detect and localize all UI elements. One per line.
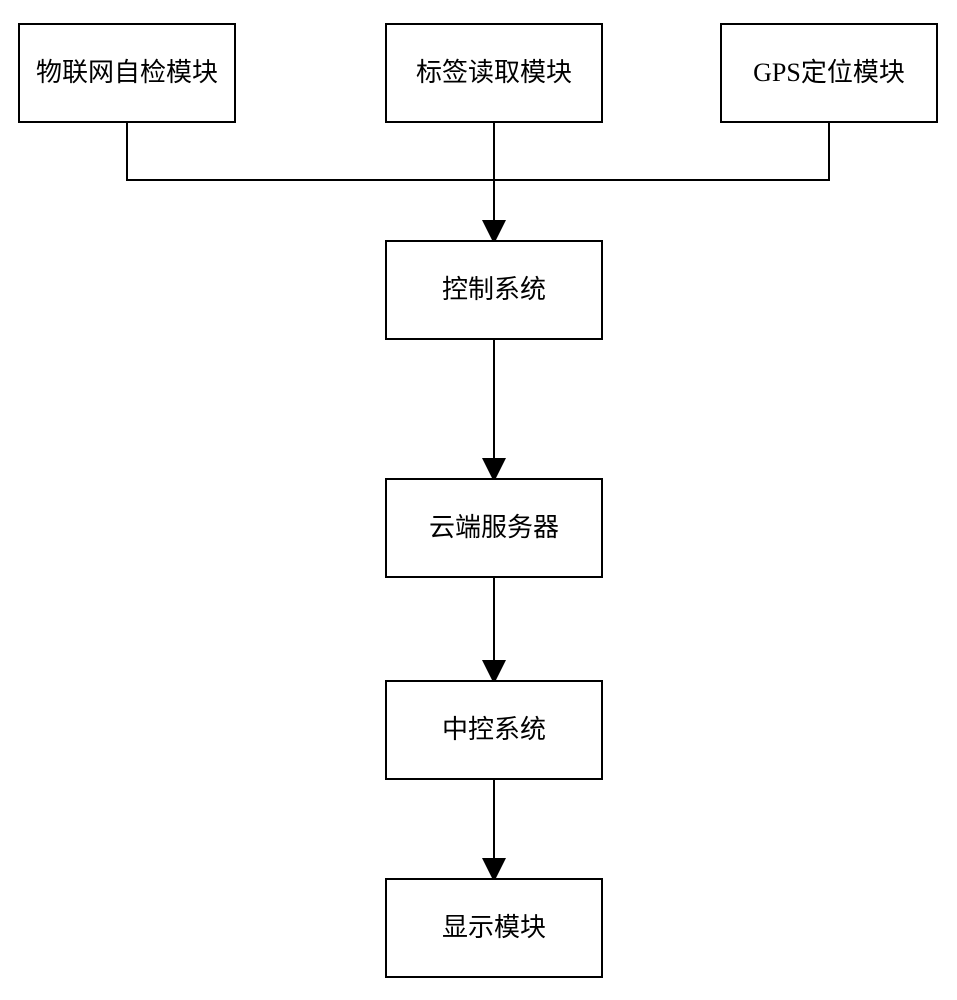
node-tag_reader: 标签读取模块 [385,23,603,123]
node-cloud_server: 云端服务器 [385,478,603,578]
node-display: 显示模块 [385,878,603,978]
flowchart-container: 物联网自检模块 标签读取模块 GPS定位模块控制系统云端服务器中控系统显示模块 [0,0,957,1000]
node-central_control: 中控系统 [385,680,603,780]
node-gps: GPS定位模块 [720,23,938,123]
node-control_system: 控制系统 [385,240,603,340]
node-iot_selfcheck: 物联网自检模块 [18,23,236,123]
edge-iot_selfcheck-to-control_system [127,123,494,180]
edge-gps-to-control_system [494,123,829,180]
